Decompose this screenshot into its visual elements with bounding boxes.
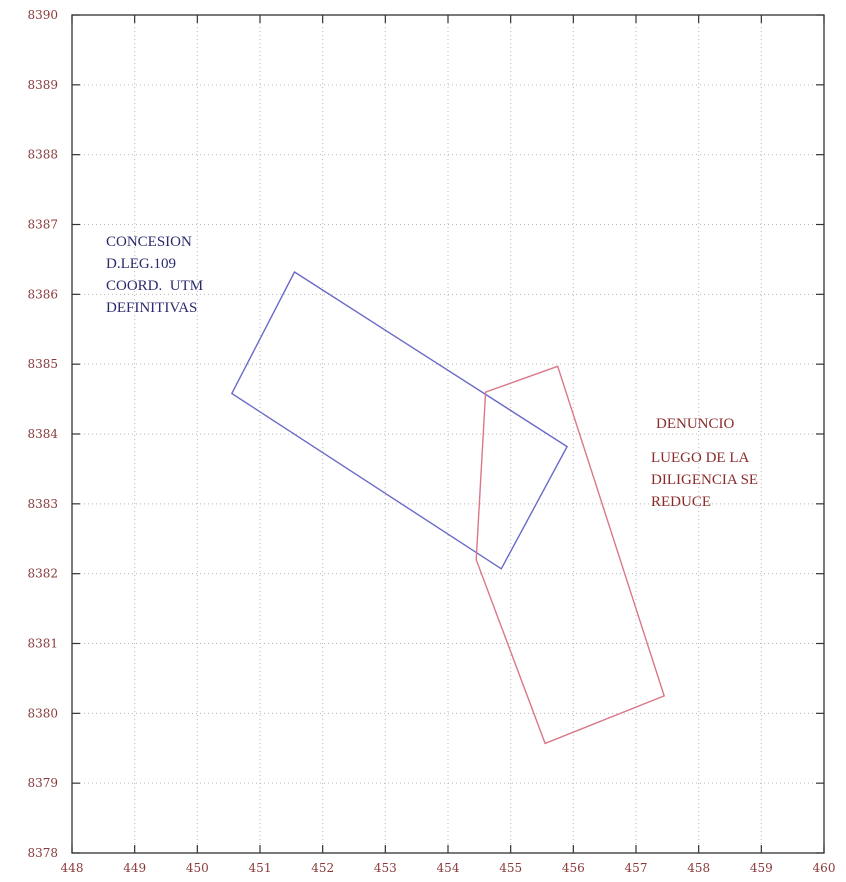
x-tick-label: 459	[750, 861, 773, 875]
x-tick-label: 454	[437, 861, 460, 875]
y-tick-label: 8388	[27, 148, 58, 162]
denuncio-annotation: DENUNCIO	[656, 416, 735, 432]
x-tick-label: 448	[61, 861, 84, 875]
series-layer	[230, 270, 666, 745]
reduce-annotation: LUEGO DE LA DILIGENCIA SE REDUCE	[651, 450, 759, 510]
concesion-annotation: CONCESION D.LEG.109 COORD. UTM DEFINITIV…	[106, 234, 204, 316]
y-tick-label: 8386	[27, 287, 58, 301]
y-tick-label: 8387	[27, 218, 58, 232]
y-tick-label: 8379	[27, 776, 58, 790]
tick-label-layer: 448 449 450 451 452 453 454 455 456 457 458 459 460 8…	[27, 8, 835, 875]
y-tick-label: 8384	[27, 427, 58, 441]
y-tick-label: 8390	[27, 8, 58, 22]
x-tick-label: 460	[813, 861, 836, 875]
y-tick-label: 8383	[27, 497, 58, 511]
grid-layer	[72, 15, 824, 853]
x-tick-label: 455	[499, 861, 522, 875]
x-tick-label: 453	[374, 861, 397, 875]
axes-layer	[71, 14, 825, 854]
y-tick-label: 8378	[27, 846, 58, 860]
y-tick-label: 8380	[27, 706, 58, 720]
y-tick-label: 8385	[27, 357, 58, 371]
x-tick-label: 457	[625, 861, 648, 875]
y-tick-label: 8382	[27, 567, 58, 581]
x-tick-label: 450	[186, 861, 209, 875]
y-tick-label: 8381	[27, 637, 58, 651]
x-tick-label: 449	[123, 861, 146, 875]
series-polygon-0	[230, 270, 569, 570]
series-polygon-1	[475, 365, 666, 745]
x-tick-label: 451	[249, 861, 272, 875]
x-tick-label: 456	[562, 861, 585, 875]
x-tick-label: 458	[687, 861, 710, 875]
y-tick-label: 8389	[27, 78, 58, 92]
x-tick-label: 452	[311, 861, 334, 875]
